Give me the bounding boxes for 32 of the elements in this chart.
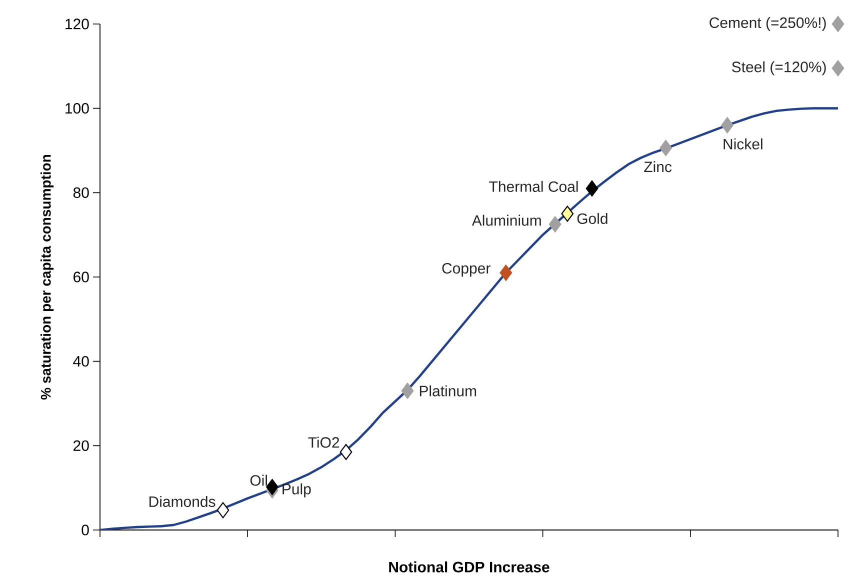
- y-tick-label: 40: [73, 356, 89, 367]
- annotation: Diamonds: [149, 496, 216, 507]
- annotation: Aluminium: [472, 214, 541, 226]
- point: [401, 382, 414, 399]
- annotation: Nickel: [724, 138, 762, 150]
- x-axis-title: Notional GDP Increase: [389, 561, 550, 572]
- point: [660, 140, 672, 156]
- point: [561, 206, 574, 222]
- point: [586, 180, 598, 196]
- point: [548, 216, 562, 232]
- annotation: Cement (=250%!): [710, 17, 826, 31]
- y-tick-label: 20: [74, 440, 89, 451]
- annotation: Platinum: [420, 385, 476, 396]
- point: [721, 117, 734, 134]
- y-axis-title: % saturation per capita consumption: [40, 154, 54, 400]
- y-tick-label: 80: [73, 187, 89, 198]
- point: [216, 502, 230, 518]
- annotation: Copper: [442, 262, 490, 277]
- annotation: Gold: [577, 212, 608, 224]
- y-tick-label: 60: [74, 272, 89, 282]
- y-tick-label: 100: [66, 103, 89, 114]
- y-tick-label: 120: [66, 18, 89, 30]
- annotation: Steel (=120%): [732, 61, 826, 76]
- point: [500, 264, 512, 281]
- point: [340, 444, 352, 460]
- point: [266, 478, 278, 496]
- annotation: TiO2: [308, 436, 340, 448]
- annotation: Thermal Coal: [489, 180, 578, 192]
- y-tick-label: 0: [82, 524, 89, 536]
- annotation: Pulp: [282, 483, 311, 498]
- annotation: Zinc: [644, 161, 672, 172]
- annotation: Oil: [250, 474, 267, 486]
